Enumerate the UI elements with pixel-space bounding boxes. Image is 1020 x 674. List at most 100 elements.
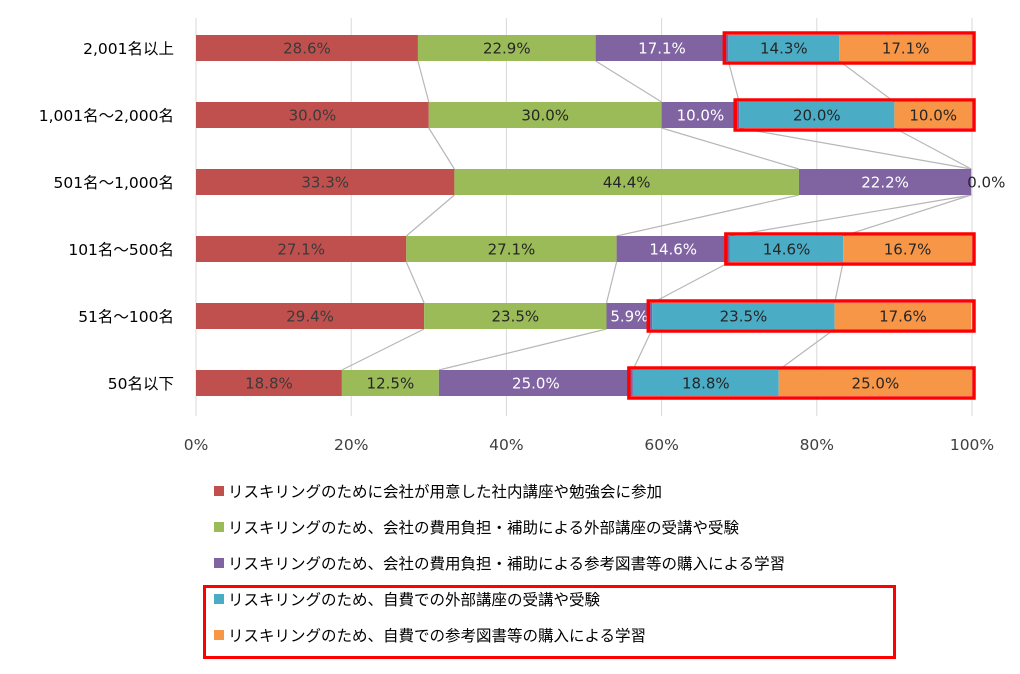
x-axis-tick-labels: 0% 20% 40% 60% 80% 100% bbox=[184, 436, 994, 454]
legend-label: リスキリングのため、自費での参考図書等の購入による学習 bbox=[228, 627, 647, 645]
gridlines bbox=[195, 18, 973, 416]
bar-segment bbox=[438, 370, 633, 396]
legend-label: リスキリングのため、会社の費用負担・補助による外部講座の受講や受験 bbox=[228, 519, 740, 537]
bar-segment bbox=[595, 35, 729, 61]
highlight-box bbox=[733, 98, 976, 132]
data-label: 14.6% bbox=[763, 241, 811, 259]
bar-segment bbox=[728, 35, 840, 61]
legend-swatch bbox=[214, 630, 224, 640]
data-label: 5.9% bbox=[610, 308, 648, 326]
data-label: 10.0% bbox=[909, 107, 957, 125]
data-label: 30.0% bbox=[521, 107, 569, 125]
data-label: 30.0% bbox=[289, 107, 337, 125]
data-label: 29.4% bbox=[286, 308, 334, 326]
data-label: 12.5% bbox=[367, 375, 415, 393]
series-line bbox=[417, 60, 430, 103]
data-label: 17.1% bbox=[638, 40, 686, 58]
legend-item: リスキリングのため、会社の費用負担・補助による外部講座の受講や受験 bbox=[214, 510, 739, 544]
bar-segment bbox=[454, 169, 799, 195]
highlight-box bbox=[646, 299, 976, 333]
series-line bbox=[438, 328, 607, 371]
legend-swatch bbox=[214, 522, 224, 532]
legend-item: リスキリングのため、会社の費用負担・補助による参考図書等の購入による学習 bbox=[214, 546, 785, 580]
data-label: 18.8% bbox=[245, 375, 293, 393]
data-label: 17.1% bbox=[882, 40, 930, 58]
bar-segment bbox=[739, 102, 895, 128]
series-line bbox=[894, 127, 972, 170]
data-label: 27.1% bbox=[277, 241, 325, 259]
data-label: 16.7% bbox=[884, 241, 932, 259]
bar-segment bbox=[424, 303, 607, 329]
legend-item: リスキリングのため、自費での参考図書等の購入による学習 bbox=[214, 618, 646, 652]
category-label: 101名～500名 bbox=[68, 241, 174, 259]
bar-segment bbox=[616, 236, 730, 262]
bar-segment bbox=[606, 303, 653, 329]
legend-item: リスキリングのため、自費での外部講座の受講や受験 bbox=[214, 582, 600, 616]
bar-segment bbox=[729, 236, 844, 262]
bar-segment bbox=[196, 169, 455, 195]
data-label: 25.0% bbox=[512, 375, 560, 393]
data-label: 27.1% bbox=[488, 241, 536, 259]
data-label: 17.6% bbox=[879, 308, 927, 326]
highlight-box bbox=[724, 232, 976, 266]
x-tick-label: 0% bbox=[184, 436, 209, 454]
series-line bbox=[605, 261, 618, 304]
x-tick-label: 60% bbox=[644, 436, 678, 454]
category-label: 2,001名以上 bbox=[83, 40, 174, 58]
series-line bbox=[595, 60, 662, 103]
data-label: 23.5% bbox=[720, 308, 768, 326]
data-label: 33.3% bbox=[301, 174, 349, 192]
legend-swatch bbox=[214, 594, 224, 604]
series-lines bbox=[341, 60, 972, 371]
series-line bbox=[739, 127, 972, 170]
series-line bbox=[428, 127, 455, 170]
data-label: 23.5% bbox=[491, 308, 539, 326]
data-label: 25.0% bbox=[852, 375, 900, 393]
series-line bbox=[632, 328, 653, 371]
bar-segment bbox=[661, 102, 740, 128]
highlight-box bbox=[722, 31, 976, 65]
bar-segment bbox=[798, 169, 972, 195]
bars bbox=[196, 35, 972, 396]
series-line bbox=[834, 261, 844, 304]
bar-segment bbox=[834, 303, 972, 329]
data-label: 18.8% bbox=[682, 375, 730, 393]
legend-swatch bbox=[214, 486, 224, 496]
series-line bbox=[843, 194, 972, 237]
bar-segment bbox=[417, 35, 596, 61]
data-label: 20.0% bbox=[793, 107, 841, 125]
bar-segment bbox=[341, 370, 439, 396]
x-tick-label: 100% bbox=[950, 436, 994, 454]
legend-label: リスキリングのため、会社の費用負担・補助による参考図書等の購入による学習 bbox=[228, 555, 786, 573]
legend-label: リスキリングのために会社が用意した社内講座や勉強会に参加 bbox=[228, 483, 663, 501]
bar-segment bbox=[428, 102, 662, 128]
highlight-boxes bbox=[627, 31, 976, 400]
bar-segment bbox=[632, 370, 779, 396]
data-label: 14.3% bbox=[760, 40, 808, 58]
category-labels: 2,001名以上 1,001名～2,000名 501名～1,000名 101名～500… bbox=[39, 40, 174, 393]
series-line bbox=[727, 60, 740, 103]
legend-swatch bbox=[214, 558, 224, 568]
x-tick-label: 20% bbox=[334, 436, 368, 454]
series-line bbox=[652, 261, 731, 304]
series-line bbox=[341, 328, 425, 371]
series-line bbox=[838, 60, 895, 103]
series-line bbox=[616, 194, 800, 237]
category-label: 501名～1,000名 bbox=[54, 174, 174, 192]
legend-item: リスキリングのために会社が用意した社内講座や勉強会に参加 bbox=[214, 474, 662, 508]
bar-segment bbox=[196, 303, 425, 329]
data-label: 0.0% bbox=[967, 174, 1005, 192]
bar-segment bbox=[196, 35, 418, 61]
legend-label: リスキリングのため、自費での外部講座の受講や受験 bbox=[228, 591, 601, 609]
series-line bbox=[405, 261, 425, 304]
series-line bbox=[778, 328, 836, 371]
bar-segment bbox=[778, 370, 972, 396]
legend-highlight-box bbox=[203, 585, 896, 659]
category-label: 1,001名～2,000名 bbox=[39, 107, 174, 125]
data-labels: 28.6% 22.9% 17.1% 14.3% 17.1% 30.0% 30.0% 10.0%… bbox=[245, 40, 1005, 393]
bar-segment bbox=[843, 236, 972, 262]
bar-segment bbox=[839, 35, 972, 61]
data-label: 10.0% bbox=[677, 107, 725, 125]
bar-segment bbox=[196, 102, 429, 128]
x-tick-label: 40% bbox=[489, 436, 523, 454]
